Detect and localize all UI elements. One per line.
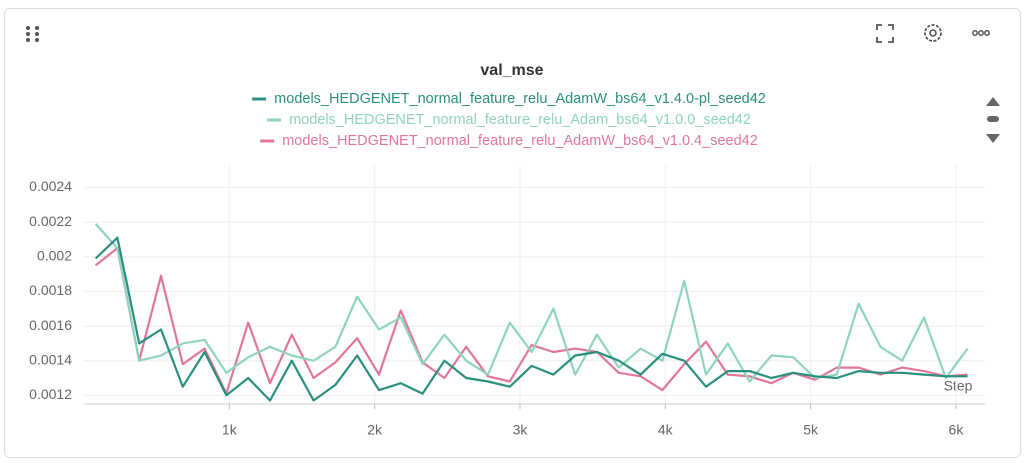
x-tick-label: 4k [658,422,674,438]
y-tick-label: 0.0012 [29,386,72,402]
y-tick-label: 0.0018 [29,282,72,298]
settings-icon[interactable] [924,24,942,42]
legend-scroll-up[interactable] [986,97,1000,106]
x-tick-label: 1k [222,422,238,438]
y-tick-label: 0.002 [37,247,72,263]
fullscreen-icon[interactable] [876,24,894,43]
series-line [94,236,968,402]
y-tick-label: 0.0016 [29,317,72,333]
series-line [94,247,968,395]
legend-scroll-pos [987,116,999,122]
y-tick-label: 0.0014 [29,351,72,367]
x-tick-label: 5k [803,422,819,438]
series-line [94,223,969,383]
x-tick-label: 3k [513,422,529,438]
legend-label: models_HEDGENET_normal_feature_relu_Adam… [282,133,758,149]
x-tick-label: 6k [949,422,965,438]
drag-handle[interactable] [26,26,39,42]
chart-title: val_mse [480,62,543,79]
legend-label: models_HEDGENET_normal_feature_relu_Adam… [274,91,766,107]
x-tick-label: 2k [367,422,383,438]
x-axis-label: Step [944,378,973,394]
panel [4,8,1021,458]
y-tick-label: 0.0022 [29,213,72,229]
legend-label: models_HEDGENET_normal_feature_relu_Adam… [289,112,751,128]
more-icon[interactable] [972,30,990,36]
y-tick-label: 0.0024 [29,178,72,194]
legend-scroll-down[interactable] [986,134,1000,143]
